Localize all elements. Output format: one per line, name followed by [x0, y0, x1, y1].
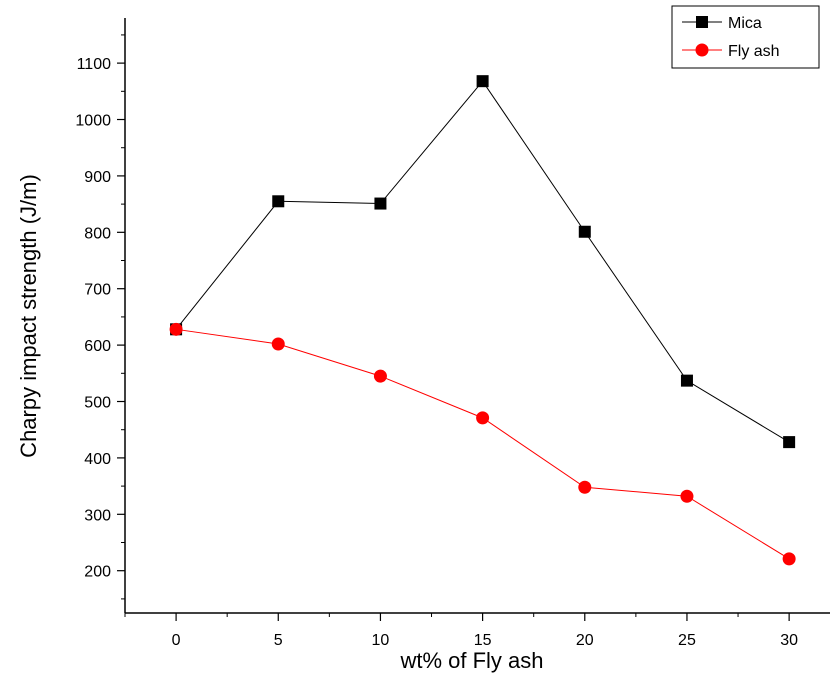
data-point-circle	[680, 489, 694, 503]
y-tick-label: 500	[84, 395, 111, 412]
data-point-square	[374, 197, 387, 210]
x-tick-label: 15	[474, 632, 492, 649]
legend: Mica Fly ash	[671, 5, 820, 69]
data-point-square	[476, 75, 489, 88]
data-point-square	[578, 225, 591, 238]
data-point-circle	[373, 369, 387, 383]
y-tick-label: 800	[84, 225, 111, 242]
data-point-circle	[578, 480, 592, 494]
data-point-circle	[782, 552, 796, 566]
y-tick-label: 600	[84, 338, 111, 355]
data-point-circle	[271, 337, 285, 351]
data-point-square	[272, 195, 285, 208]
y-tick-label: 700	[84, 282, 111, 299]
series-layer	[169, 75, 796, 566]
data-point-circle	[169, 322, 183, 336]
x-tick-label: 25	[678, 632, 696, 649]
y-ticks: 200 300 400 500 600 700 800 900 1000 1100	[75, 34, 125, 600]
y-tick-label: 900	[84, 169, 111, 186]
legend-label: Fly ash	[728, 43, 780, 60]
x-tick-label: 20	[576, 632, 594, 649]
x-axis-label: wt% of Fly ash	[399, 648, 543, 673]
y-tick-label: 400	[84, 451, 111, 468]
data-point-square	[680, 374, 693, 387]
y-tick-label: 200	[84, 564, 111, 581]
series-line	[175, 80, 790, 443]
y-tick-label: 1100	[77, 56, 112, 73]
legend-marker-square	[696, 16, 708, 28]
x-tick-label: 0	[172, 632, 181, 649]
series-1	[169, 322, 796, 566]
x-tick-label: 10	[372, 632, 390, 649]
plot-frame	[124, 18, 830, 614]
series-line	[176, 328, 790, 560]
y-tick-label: 300	[84, 507, 111, 524]
y-tick-label: 1000	[75, 113, 111, 130]
x-tick-label: 5	[274, 632, 283, 649]
data-point-circle	[476, 411, 490, 425]
legend-marker-circle	[695, 43, 709, 57]
data-point-square	[783, 436, 796, 449]
legend-label: Mica	[728, 15, 762, 32]
x-tick-label: 30	[780, 632, 798, 649]
x-ticks: 0 5 10 15 20 25 30	[124, 613, 798, 649]
series-0	[170, 75, 796, 449]
y-axis-label: Charpy impact strength (J/m)	[16, 174, 41, 458]
